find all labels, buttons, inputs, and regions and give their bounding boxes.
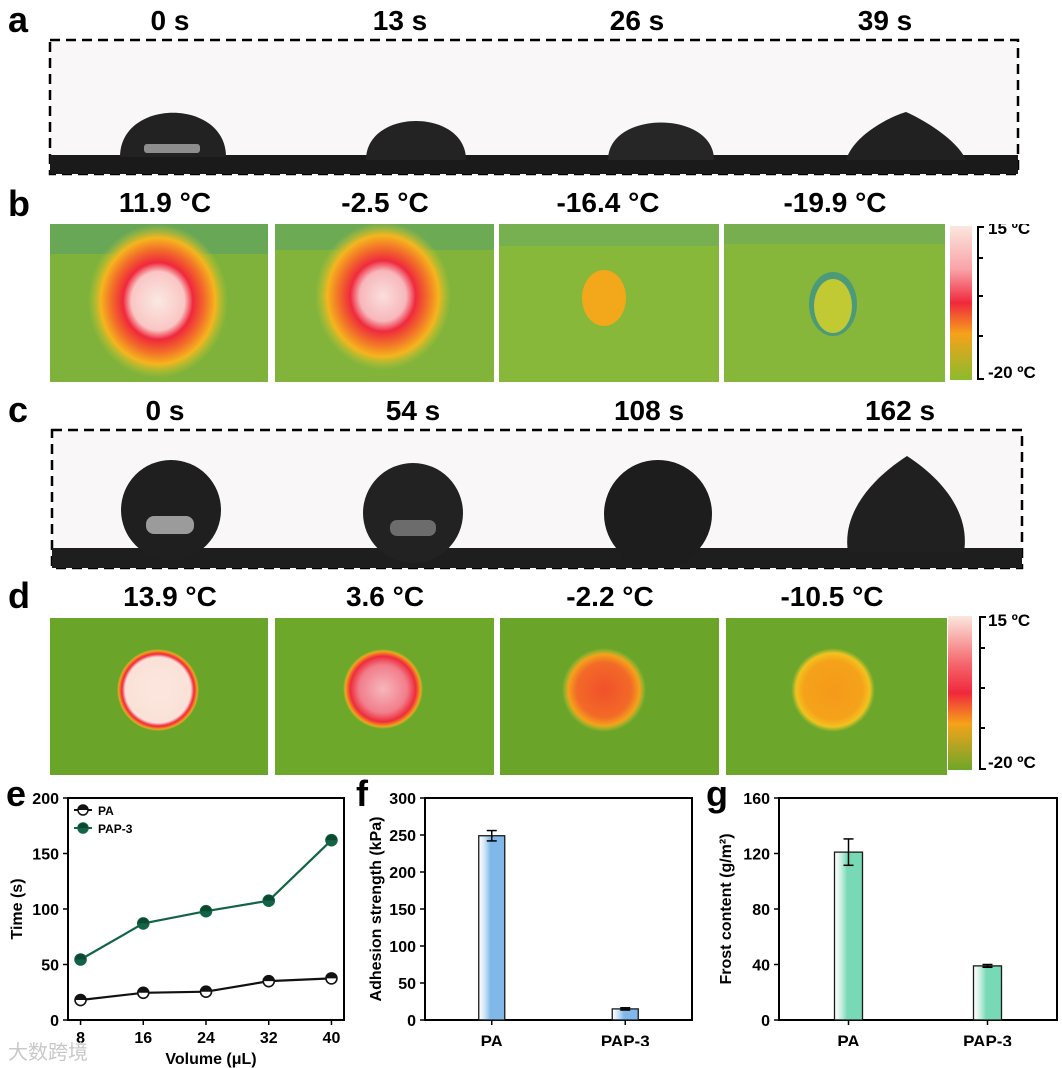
chart-e-point-half bbox=[325, 834, 337, 841]
colorbar-d: 15 ºC -20 ºC bbox=[948, 612, 1036, 772]
chart-e-freezing-time: 0 50 100 150 200 8 16 24 32 40 Volume (μL) Time (s)… bbox=[9, 791, 345, 1068]
chart-g-ytick-label: 80 bbox=[752, 902, 770, 919]
chart-e-ytick-label: 0 bbox=[50, 1013, 59, 1030]
temperature-caption-b-4: -19.9 °C bbox=[783, 187, 887, 218]
chart-g-ytick-label: 40 bbox=[752, 958, 770, 975]
temperature-caption-d-1: 13.9 °C bbox=[123, 581, 217, 612]
chart-g-bar-PAP-3 bbox=[972, 965, 1003, 1021]
panel-label-b: b bbox=[8, 183, 30, 224]
chart-e-xtick-label: 40 bbox=[323, 1030, 341, 1047]
chart-e-xtick-label: 8 bbox=[76, 1030, 85, 1047]
time-caption-c-4: 162 s bbox=[864, 395, 936, 426]
colorbar-b-max-label: 15 ºC bbox=[988, 224, 1030, 238]
droplet-photo-strip-a bbox=[48, 38, 1020, 176]
chart-e-point-half bbox=[137, 917, 149, 924]
temperature-caption-d-3: -2.2 °C bbox=[566, 581, 654, 612]
chart-e-xaxis-title: Volume (μL) bbox=[165, 1051, 256, 1068]
chart-g-bar-PA bbox=[833, 851, 864, 1021]
chart-f-category-label: PA bbox=[481, 1032, 503, 1046]
chart-e-ytick-label: 100 bbox=[32, 902, 59, 919]
chart-e-legend-label: PAP-3 bbox=[98, 822, 133, 836]
chart-e-ytick-label: 150 bbox=[32, 847, 59, 864]
panel-label-f: f bbox=[356, 773, 368, 814]
chart-e-point-half bbox=[75, 994, 87, 1001]
chart-g-ytick-label: 160 bbox=[743, 791, 770, 808]
chart-e-xtick-label: 16 bbox=[134, 1030, 152, 1047]
temperature-caption-b-3: -16.4 °C bbox=[556, 187, 660, 218]
chart-g-category-label: PA bbox=[837, 1032, 859, 1046]
chart-f-yaxis-title: Adhesion strength (kPa) bbox=[368, 817, 385, 1002]
chart-e-point-half bbox=[200, 986, 212, 992]
panel-label-d: d bbox=[8, 575, 30, 616]
chart-f-ytick-label: 250 bbox=[389, 828, 416, 845]
time-caption-c-1: 0 s bbox=[145, 395, 185, 426]
droplet-photo-strip-c bbox=[50, 428, 1024, 570]
chart-e-ytick-label: 200 bbox=[32, 791, 59, 808]
time-caption-a-4: 39 s bbox=[857, 5, 913, 36]
chart-e-xtick-label: 24 bbox=[197, 1030, 215, 1047]
chart-e-legend-label: PA bbox=[98, 804, 114, 818]
chart-f-ytick-label: 0 bbox=[407, 1013, 416, 1030]
chart-g-ytick-label: 120 bbox=[743, 847, 770, 864]
chart-f-ytick-label: 150 bbox=[389, 902, 416, 919]
chart-f-ytick-label: 300 bbox=[389, 791, 416, 808]
panel-label-a: a bbox=[8, 0, 29, 40]
colorbar-d-max-label: 15 ºC bbox=[988, 612, 1030, 630]
chart-g-frost-content: 0 40 80 120 160 PA PAP-3 Frost content (g/m²) bbox=[718, 791, 1058, 1046]
colorbar-b-min-label: -20 ºC bbox=[988, 363, 1036, 382]
chart-e-point-half bbox=[75, 954, 87, 960]
colorbar-b: 15 ºC -20 ºC bbox=[950, 224, 1036, 382]
chart-f-category-label: PAP-3 bbox=[601, 1032, 650, 1046]
thermal-image-strip-b bbox=[50, 224, 945, 382]
panel-label-c: c bbox=[8, 389, 29, 430]
panel-label-e: e bbox=[6, 773, 27, 814]
time-caption-a-1: 0 s bbox=[150, 5, 190, 36]
time-caption-c-2: 54 s bbox=[385, 395, 441, 426]
chart-e-point-half bbox=[325, 972, 337, 979]
chart-e-point-half bbox=[137, 987, 149, 993]
chart-e-xtick-label: 32 bbox=[260, 1030, 278, 1047]
chart-g-yaxis-title: Frost content (g/m²) bbox=[718, 833, 735, 984]
chart-e-point-half bbox=[200, 905, 212, 912]
chart-g-category-label: PAP-3 bbox=[963, 1032, 1012, 1046]
thermal-image-strip-d bbox=[50, 618, 947, 775]
temperature-caption-b-1: 11.9 °C bbox=[118, 187, 212, 218]
temperature-caption-d-4: -10.5 °C bbox=[780, 581, 884, 612]
chart-f-ytick-label: 50 bbox=[398, 976, 416, 993]
chart-f-frame bbox=[424, 797, 693, 1021]
time-caption-c-3: 108 s bbox=[613, 395, 685, 426]
watermark: 大数跨境 bbox=[8, 1040, 88, 1064]
chart-f-ytick-label: 200 bbox=[389, 865, 416, 882]
chart-e-series-line-PAP-3 bbox=[79, 839, 333, 961]
chart-g-frame bbox=[778, 797, 1058, 1021]
chart-e-legend-marker-half bbox=[78, 805, 88, 810]
time-caption-a-3: 26 s bbox=[609, 5, 665, 36]
panel-label-g: g bbox=[706, 773, 728, 814]
temperature-caption-d-2: 3.6 °C bbox=[345, 581, 425, 612]
chart-e-point-half bbox=[263, 895, 275, 901]
temperature-caption-b-2: -2.5 °C bbox=[341, 187, 429, 218]
chart-f-bar-PA bbox=[478, 835, 506, 1021]
chart-f-adhesion-strength: 0 50 100 150 200 250 300 PA PAP-3 Adhesion streng… bbox=[368, 791, 693, 1046]
colorbar-d-min-label: -20 ºC bbox=[988, 753, 1036, 772]
chart-e-ytick-label: 50 bbox=[41, 958, 59, 975]
chart-f-ytick-label: 100 bbox=[389, 939, 416, 956]
chart-e-yaxis-title: Time (s) bbox=[9, 878, 26, 939]
time-caption-a-2: 13 s bbox=[372, 5, 428, 36]
chart-g-ytick-label: 0 bbox=[761, 1013, 770, 1030]
chart-e-point-half bbox=[263, 975, 275, 982]
chart-e-legend-marker-half bbox=[78, 823, 88, 828]
